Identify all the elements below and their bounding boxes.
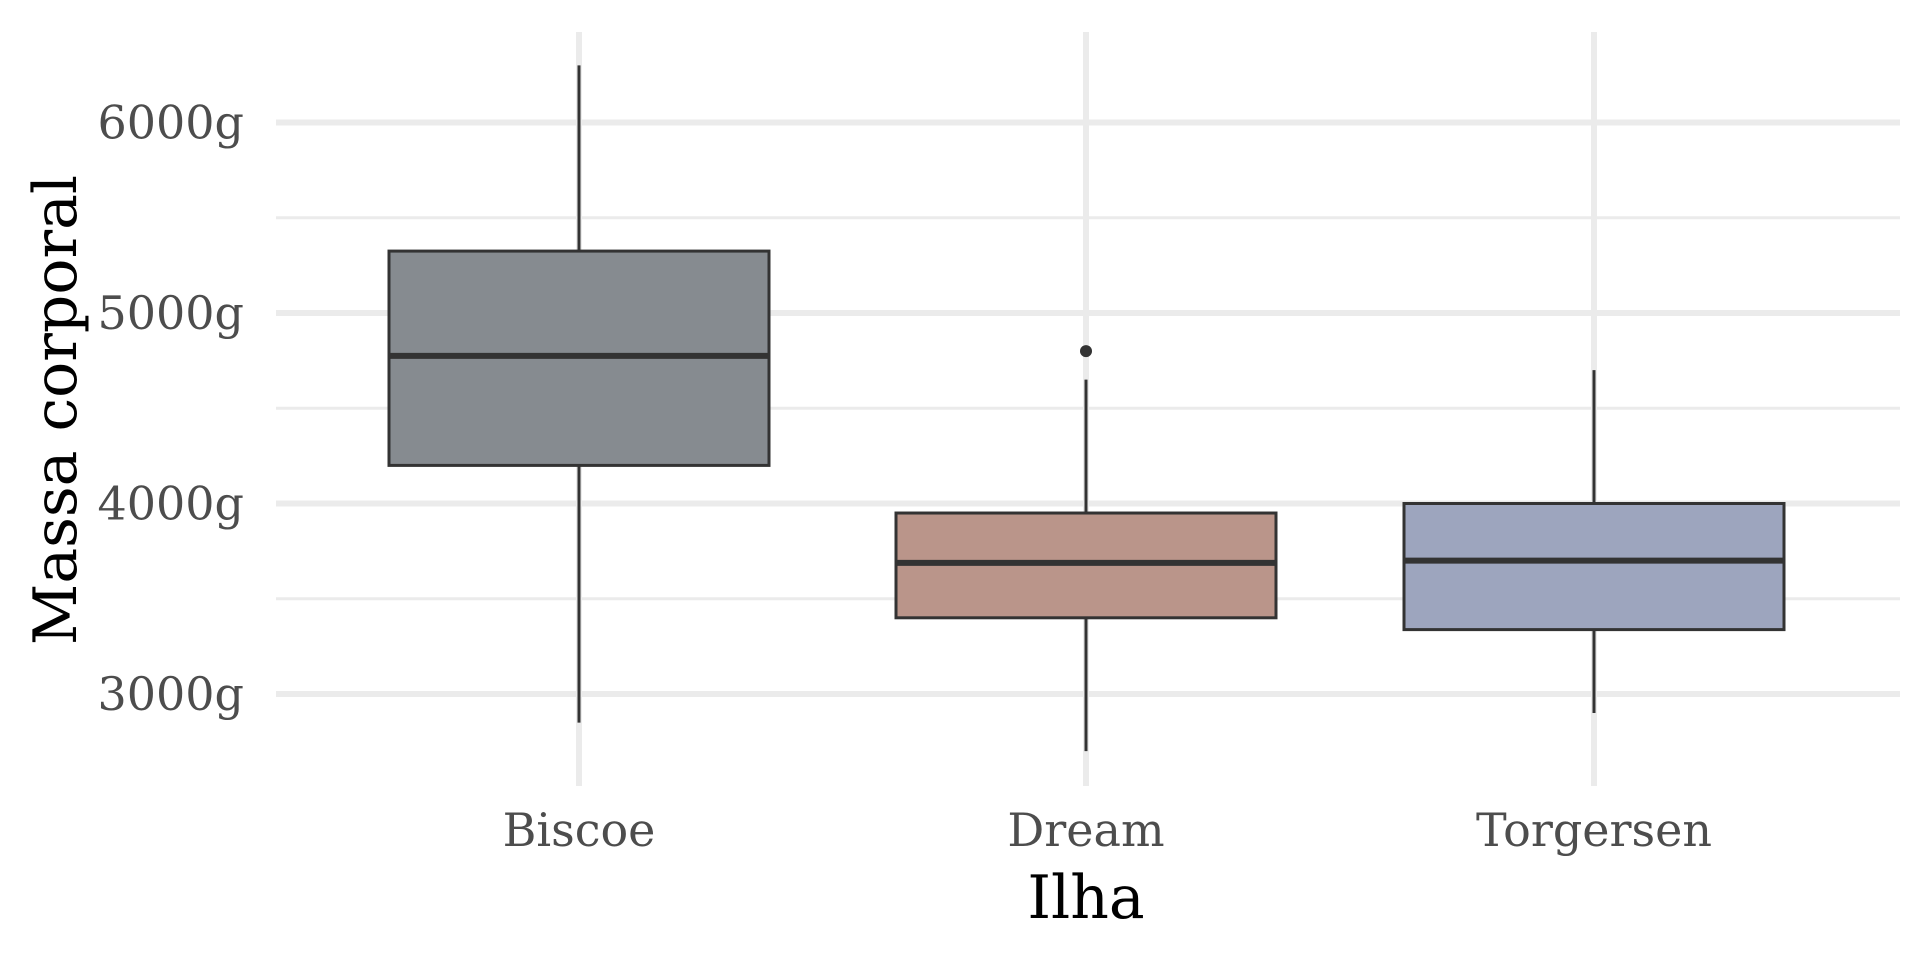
y-tick-label: 3000g [97, 667, 244, 721]
y-axis-tick-labels: 3000g 4000g 5000g 6000g [97, 96, 244, 722]
x-axis-title: Ilha [1027, 863, 1144, 933]
x-tick-label: Biscoe [503, 803, 656, 857]
box-biscoe [387, 65, 771, 723]
outlier-point [1080, 345, 1092, 358]
box-dream [894, 345, 1278, 752]
box-iqr [1402, 502, 1786, 632]
y-axis-title: Massa corporal [21, 175, 91, 645]
x-tick-label: Dream [1007, 803, 1164, 857]
boxes [387, 65, 1786, 752]
y-tick-label: 4000g [97, 477, 244, 531]
box-torgersen [1402, 370, 1786, 714]
x-tick-label: Torgersen [1476, 803, 1712, 857]
x-axis-tick-labels: Biscoe Dream Torgersen [503, 803, 1712, 857]
y-tick-label: 5000g [97, 286, 244, 340]
y-tick-label: 6000g [97, 96, 244, 150]
